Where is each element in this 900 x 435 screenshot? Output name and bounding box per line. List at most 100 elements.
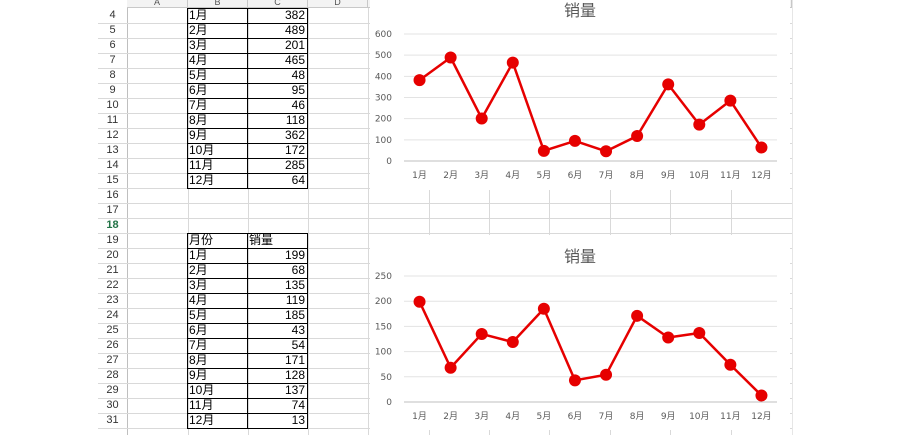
data-point bbox=[475, 327, 488, 340]
column-header-d[interactable]: D bbox=[308, 0, 368, 8]
sales-line-chart-2[interactable]: 销量 0 50 100 150 200 250 1月 2月 3月 4月 5月 6月 7月 8月 9月 10月 1… bbox=[370, 235, 790, 430]
cell-sales[interactable]: 68 bbox=[291, 263, 305, 277]
row-header[interactable]: 22 bbox=[106, 279, 119, 291]
cell-sales[interactable]: 285 bbox=[284, 158, 305, 172]
cell-sales[interactable]: 46 bbox=[291, 98, 305, 112]
row-header[interactable]: 8 bbox=[109, 69, 116, 81]
row-header[interactable]: 5 bbox=[109, 24, 116, 36]
cell-month[interactable]: 5月 bbox=[189, 308, 208, 322]
row-header[interactable]: 27 bbox=[106, 354, 119, 366]
cell-sales[interactable]: 43 bbox=[291, 323, 305, 337]
cell-month[interactable]: 2月 bbox=[189, 263, 208, 277]
cell-sales[interactable]: 118 bbox=[285, 113, 305, 127]
x-tick-label: 5月 bbox=[537, 411, 552, 422]
cell-month[interactable]: 2月 bbox=[189, 23, 208, 37]
cell-sales[interactable]: 95 bbox=[291, 83, 305, 97]
cell-month[interactable]: 6月 bbox=[189, 323, 208, 337]
y-tick-label: 200 bbox=[375, 115, 392, 125]
row-header[interactable]: 28 bbox=[106, 369, 119, 381]
row-header[interactable]: 15 bbox=[106, 174, 119, 186]
cell-sales[interactable]: 54 bbox=[291, 338, 305, 352]
cell-sales[interactable]: 172 bbox=[284, 143, 305, 157]
cell-sales[interactable]: 171 bbox=[284, 353, 305, 367]
grid-vline bbox=[188, 8, 189, 435]
cell-month[interactable]: 3月 bbox=[189, 278, 208, 292]
cell-sales[interactable]: 201 bbox=[284, 38, 305, 52]
row-header[interactable]: 7 bbox=[109, 54, 116, 66]
cell-sales[interactable]: 185 bbox=[284, 308, 305, 322]
header-sales[interactable]: 销量 bbox=[249, 233, 274, 247]
row-header[interactable]: 23 bbox=[106, 294, 119, 306]
data-point bbox=[444, 51, 457, 64]
row-header[interactable]: 24 bbox=[106, 309, 119, 321]
row-header[interactable]: 31 bbox=[106, 414, 119, 426]
cell-sales[interactable]: 74 bbox=[291, 398, 305, 412]
y-tick-label: 600 bbox=[375, 30, 392, 40]
cell-month[interactable]: 1月 bbox=[189, 248, 208, 262]
cell-month[interactable]: 12月 bbox=[189, 413, 215, 427]
sales-line-chart-1[interactable]: 销量 0 100 200 300 400 500 600 1月 2月 3月 4月 5月 6月 7月 8月 9月… bbox=[370, 0, 790, 190]
row-header[interactable]: 13 bbox=[106, 144, 119, 156]
row-header[interactable]: 26 bbox=[106, 339, 119, 351]
cell-month[interactable]: 3月 bbox=[189, 38, 208, 52]
cell-month[interactable]: 1月 bbox=[189, 8, 208, 22]
cell-sales[interactable]: 64 bbox=[291, 173, 305, 187]
cell-sales[interactable]: 48 bbox=[291, 68, 305, 82]
data-point bbox=[755, 389, 768, 402]
grid-vline bbox=[368, 8, 369, 435]
data-point bbox=[693, 118, 706, 131]
row-header[interactable]: 14 bbox=[106, 159, 119, 171]
cell-month[interactable]: 11月 bbox=[189, 158, 214, 172]
cell-sales[interactable]: 199 bbox=[284, 248, 305, 262]
cell-month[interactable]: 10月 bbox=[189, 143, 215, 157]
cell-month[interactable]: 8月 bbox=[189, 113, 208, 127]
cell-month[interactable]: 11月 bbox=[189, 398, 214, 412]
cell-month[interactable]: 9月 bbox=[189, 128, 208, 142]
row-header[interactable]: 10 bbox=[106, 99, 119, 111]
cell-sales[interactable]: 137 bbox=[284, 383, 305, 397]
cell-sales[interactable]: 382 bbox=[284, 8, 305, 22]
cell-month[interactable]: 6月 bbox=[189, 83, 208, 97]
series-line bbox=[418, 56, 763, 153]
cell-month[interactable]: 10月 bbox=[189, 383, 215, 397]
data-point bbox=[413, 295, 426, 308]
cell-month[interactable]: 12月 bbox=[189, 173, 215, 187]
cell-month[interactable]: 8月 bbox=[189, 353, 208, 367]
row-header[interactable]: 30 bbox=[106, 399, 119, 411]
cell-month[interactable]: 5月 bbox=[189, 68, 208, 82]
cell-sales[interactable]: 119 bbox=[285, 293, 305, 307]
cell-month[interactable]: 7月 bbox=[189, 338, 208, 352]
cell-month[interactable]: 9月 bbox=[189, 368, 208, 382]
row-header[interactable]: 25 bbox=[106, 324, 119, 336]
row-header[interactable]: 6 bbox=[109, 39, 116, 51]
column-header-a[interactable]: A bbox=[127, 0, 188, 8]
row-header[interactable]: 21 bbox=[106, 264, 119, 276]
row-header[interactable]: 17 bbox=[106, 204, 119, 216]
chart-plot: 0 50 100 150 200 250 1月 2月 3月 4月 5月 6月 7月 8月 9月 10月 11月 1… bbox=[375, 272, 777, 422]
cell-month[interactable]: 7月 bbox=[189, 98, 208, 112]
table-border bbox=[187, 68, 308, 69]
row-header[interactable]: 20 bbox=[106, 249, 119, 261]
row-header[interactable]: 12 bbox=[106, 129, 119, 141]
cell-sales[interactable]: 13 bbox=[291, 413, 305, 427]
cell-month[interactable]: 4月 bbox=[189, 293, 208, 307]
cell-sales[interactable]: 362 bbox=[284, 128, 305, 142]
series-line bbox=[418, 301, 763, 397]
row-header[interactable]: 16 bbox=[106, 189, 119, 201]
cell-sales[interactable]: 128 bbox=[284, 368, 305, 382]
row-header[interactable]: 19 bbox=[106, 234, 119, 246]
row-header[interactable]: 4 bbox=[109, 9, 116, 21]
table-border bbox=[187, 113, 308, 114]
row-header[interactable]: 29 bbox=[106, 384, 119, 396]
cell-sales[interactable]: 135 bbox=[284, 278, 305, 292]
row-header[interactable]: 11 bbox=[106, 114, 119, 126]
column-header-b[interactable]: B bbox=[188, 0, 248, 8]
row-header-selected[interactable]: 18 bbox=[106, 219, 119, 231]
cell-sales[interactable]: 489 bbox=[284, 23, 305, 37]
row-header[interactable]: 9 bbox=[109, 84, 116, 96]
cell-month[interactable]: 4月 bbox=[189, 53, 208, 67]
x-tick-label: 12月 bbox=[751, 411, 771, 422]
header-month[interactable]: 月份 bbox=[189, 233, 214, 247]
column-header-c[interactable]: C bbox=[248, 0, 308, 8]
cell-sales[interactable]: 465 bbox=[284, 53, 305, 67]
